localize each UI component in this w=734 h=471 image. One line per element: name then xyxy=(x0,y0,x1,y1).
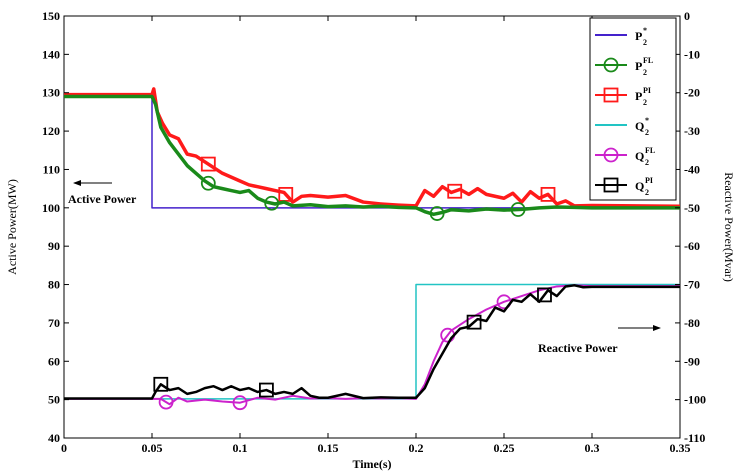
y-left-tick-label: 50 xyxy=(48,393,60,407)
y-left-tick-label: 110 xyxy=(43,162,60,176)
legend-marker xyxy=(603,57,619,73)
series-q2 xyxy=(64,283,680,400)
legend-box xyxy=(589,17,677,201)
data-point-p2pi xyxy=(200,156,216,172)
y-left-tick-label: 60 xyxy=(48,354,60,368)
legend-label-sup: FL xyxy=(643,56,653,65)
y-right-tick-label: -100 xyxy=(684,393,706,407)
legend-label: P xyxy=(635,29,642,43)
legend-entry: Q FL 2 xyxy=(595,146,655,167)
legend-label-sup: * xyxy=(645,116,649,125)
y-right-tick-label: -90 xyxy=(684,354,700,368)
data-point-q2pi xyxy=(537,287,552,303)
legend-label: Q xyxy=(635,119,644,133)
y-left-tick-label: 130 xyxy=(42,86,60,100)
data-point-q2fl xyxy=(232,395,248,411)
legend-label-sup: * xyxy=(643,26,647,35)
x-tick-label: 0.15 xyxy=(318,441,339,455)
series-line-p2pi xyxy=(64,87,680,209)
legend-label-sup: PI xyxy=(645,176,653,185)
y-right-tick-label: -10 xyxy=(684,47,700,61)
legend-label-sub: 2 xyxy=(645,158,649,167)
data-point-p2pi xyxy=(540,186,556,202)
x-tick-label: 0.05 xyxy=(142,441,163,455)
legend-label: P xyxy=(635,89,642,103)
y-right-tick-label: -70 xyxy=(684,278,700,292)
legend-marker xyxy=(603,177,619,193)
y-left-tick-label: 140 xyxy=(42,47,60,61)
legend-label-sub: 2 xyxy=(643,98,647,107)
legend-entry: Q * 2 xyxy=(595,116,649,137)
series-p2fl xyxy=(64,94,680,221)
y-left-tick-label: 70 xyxy=(48,316,60,330)
series-q2pi xyxy=(64,284,680,400)
data-point-q2fl xyxy=(158,394,174,410)
plot-area xyxy=(63,15,681,439)
y-right-tick-label: -40 xyxy=(684,162,700,176)
legend-label: P xyxy=(635,59,642,73)
x-tick-label: 0 xyxy=(61,441,67,455)
y-right-tick-label: 0 xyxy=(684,9,690,23)
legend-entry: P PI 2 xyxy=(595,86,651,107)
data-point-p2fl xyxy=(200,175,216,191)
y-left-tick-label: 100 xyxy=(42,201,60,215)
x-tick-label: 0.1 xyxy=(233,441,248,455)
data-point-p2pi xyxy=(447,183,463,199)
legend-entry: Q PI 2 xyxy=(595,176,653,197)
data-point-q2pi xyxy=(153,376,169,392)
y-left-tick-label: 80 xyxy=(48,278,60,292)
reactive-power-annotation: Reactive Power xyxy=(538,341,618,355)
y-left-tick-label: 40 xyxy=(48,431,60,445)
legend-marker xyxy=(603,87,619,103)
data-point-p2pi xyxy=(278,186,294,202)
legend-marker xyxy=(603,147,619,163)
y-right-tick-label: -60 xyxy=(684,239,700,253)
y-right-tick-label: -80 xyxy=(684,316,700,330)
legend-label: Q xyxy=(635,179,644,193)
data-point-q2pi xyxy=(258,382,274,398)
y-right-tick-label: -110 xyxy=(684,431,705,445)
legend-label-sup: FL xyxy=(645,146,655,155)
series-line-q2 xyxy=(64,283,680,400)
y-right-tick-label: -30 xyxy=(684,124,700,138)
legend-label-sub: 2 xyxy=(643,68,647,77)
y-left-tick-label: 90 xyxy=(48,239,60,253)
y-axis-left-label: Active Power(MW) xyxy=(5,179,19,275)
legend-label: Q xyxy=(635,149,644,163)
y-axis-right-label: Reactive Power(Mvar) xyxy=(722,172,734,282)
data-point-p2fl xyxy=(429,206,445,221)
x-tick-label: 0.2 xyxy=(409,441,424,455)
legend-label-sub: 2 xyxy=(645,128,649,137)
data-point-p2fl xyxy=(264,195,280,211)
series-line-p2fl xyxy=(64,94,680,217)
x-tick-label: 0.25 xyxy=(494,441,515,455)
y-left-tick-label: 150 xyxy=(42,9,60,23)
legend-label-sub: 2 xyxy=(643,38,647,47)
y-left-tick-label: 120 xyxy=(42,124,60,138)
data-point-p2fl xyxy=(510,202,526,217)
legend-entry: P * 2 xyxy=(595,26,647,47)
x-axis-label: Time(s) xyxy=(352,457,391,471)
x-tick-label: 0.3 xyxy=(585,441,600,455)
legend-label-sup: PI xyxy=(643,86,651,95)
x-tick-label: 0.35 xyxy=(670,441,691,455)
active-power-annotation: Active Power xyxy=(68,192,137,206)
legend-entry: P FL 2 xyxy=(595,56,653,77)
series-line-q2pi xyxy=(64,284,680,400)
data-point-q2pi xyxy=(466,314,482,330)
series-p2pi xyxy=(64,87,680,209)
y-right-tick-label: -50 xyxy=(684,201,700,215)
legend-label-sub: 2 xyxy=(645,188,649,197)
y-right-tick-label: -20 xyxy=(684,86,700,100)
